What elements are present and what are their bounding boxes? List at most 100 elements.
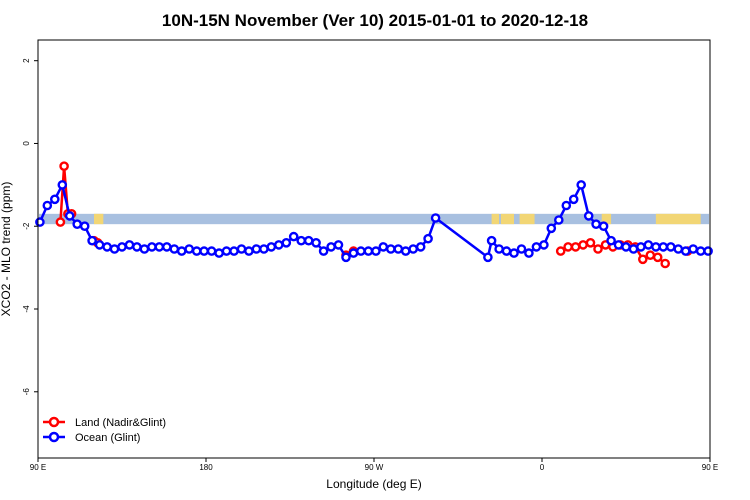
point-ocean-2 (50, 194, 60, 205)
land-patch-4 (601, 213, 612, 225)
point-ocean-61 (531, 242, 542, 252)
point-ocean-72 (613, 240, 624, 250)
point-ocean-69 (591, 219, 601, 229)
point-ocean-11 (117, 242, 127, 252)
point-ocean-71 (606, 235, 616, 246)
point-ocean-0 (35, 217, 45, 227)
point-land-21 (652, 252, 663, 263)
point-ocean-35 (296, 235, 307, 246)
y-axis: 2 0 -2 -4 -6 (22, 58, 38, 395)
x-tick-label-0: 90 E (30, 463, 46, 472)
point-ocean-32 (273, 240, 284, 250)
point-ocean-70 (598, 221, 609, 231)
point-ocean-24 (214, 248, 224, 258)
point-ocean-44 (363, 246, 374, 256)
point-ocean-41 (341, 252, 351, 263)
y-tick-label-4: -6 (22, 388, 31, 396)
point-land-8 (555, 246, 566, 256)
point-land-9 (563, 242, 573, 252)
point-ocean-67 (576, 180, 587, 190)
point-land-12 (585, 237, 596, 248)
point-ocean-28 (244, 246, 254, 256)
y-tick-label-1: 0 (22, 141, 31, 146)
point-ocean-25 (221, 246, 232, 256)
point-ocean-62 (539, 240, 549, 250)
x-tick-label-1: 180 (199, 463, 213, 472)
point-ocean-80 (673, 244, 684, 254)
point-ocean-18 (169, 244, 180, 254)
point-ocean-75 (636, 242, 646, 252)
point-ocean-13 (132, 242, 142, 252)
land-patch-0 (94, 213, 104, 225)
point-ocean-78 (658, 242, 669, 252)
point-ocean-29 (251, 244, 262, 254)
point-ocean-36 (303, 235, 314, 246)
point-ocean-22 (199, 246, 209, 256)
x-tick-label-4: 90 E (702, 463, 718, 472)
legend-marker-ocean (48, 431, 60, 443)
point-ocean-43 (356, 246, 366, 256)
point-ocean-82 (688, 244, 699, 254)
legend-label-ocean: Ocean (Glint) (75, 432, 140, 444)
point-land-13 (593, 244, 603, 254)
chart-title: 10N-15N November (Ver 10) 2015-01-01 to … (162, 11, 588, 30)
point-land-22 (660, 258, 671, 269)
series-layer (35, 161, 713, 269)
point-ocean-31 (266, 242, 277, 252)
point-ocean-5 (72, 219, 82, 229)
point-ocean-84 (703, 246, 713, 256)
point-ocean-83 (695, 246, 706, 256)
ocean-band (39, 213, 709, 225)
point-ocean-51 (415, 242, 426, 252)
point-ocean-50 (408, 244, 419, 254)
point-ocean-55 (486, 235, 497, 246)
point-ocean-20 (184, 244, 194, 254)
point-ocean-60 (524, 248, 534, 258)
point-ocean-30 (259, 244, 269, 254)
point-ocean-10 (109, 244, 120, 254)
point-ocean-54 (483, 252, 493, 263)
point-ocean-12 (124, 240, 135, 250)
point-ocean-38 (318, 246, 329, 256)
point-ocean-65 (561, 200, 572, 211)
point-ocean-63 (546, 223, 557, 234)
point-ocean-14 (139, 244, 150, 254)
point-ocean-49 (400, 246, 411, 256)
point-land-20 (645, 250, 656, 260)
land-patch-1 (491, 213, 500, 225)
point-ocean-6 (79, 221, 90, 231)
point-ocean-15 (147, 242, 157, 252)
point-ocean-34 (288, 231, 299, 242)
point-land-1 (59, 161, 69, 171)
point-ocean-39 (326, 242, 336, 252)
point-ocean-81 (680, 246, 691, 256)
series-ocean (35, 180, 713, 263)
point-ocean-58 (509, 248, 519, 258)
y-tick-label-2: -2 (22, 222, 31, 230)
y-tick-label-3: -4 (22, 305, 31, 313)
point-ocean-4 (64, 211, 75, 221)
point-land-10 (570, 242, 581, 252)
point-land-19 (638, 254, 648, 265)
y-axis-label: XCO2 - MLO trend (ppm) (0, 182, 13, 317)
point-ocean-64 (554, 215, 564, 225)
x-axis-label: Longitude (deg E) (326, 477, 421, 491)
point-ocean-76 (643, 240, 654, 250)
point-ocean-21 (191, 246, 202, 256)
point-ocean-59 (516, 244, 527, 254)
y-tick-label-0: 2 (22, 58, 31, 63)
point-ocean-8 (94, 240, 105, 250)
point-ocean-52 (423, 233, 433, 244)
land-patch-2 (500, 213, 514, 225)
legend-label-land: Land (Nadir&Glint) (75, 417, 166, 429)
point-ocean-19 (176, 246, 187, 256)
map-band (39, 213, 709, 225)
point-ocean-77 (651, 242, 661, 252)
land-patch-3 (519, 213, 535, 225)
point-ocean-17 (161, 242, 172, 252)
x-axis: 90 E 180 90 W 0 90 E (30, 458, 718, 472)
legend: Land (Nadir&Glint) Ocean (Glint) (43, 416, 166, 444)
legend-marker-land (48, 416, 60, 428)
point-land-11 (578, 240, 588, 250)
